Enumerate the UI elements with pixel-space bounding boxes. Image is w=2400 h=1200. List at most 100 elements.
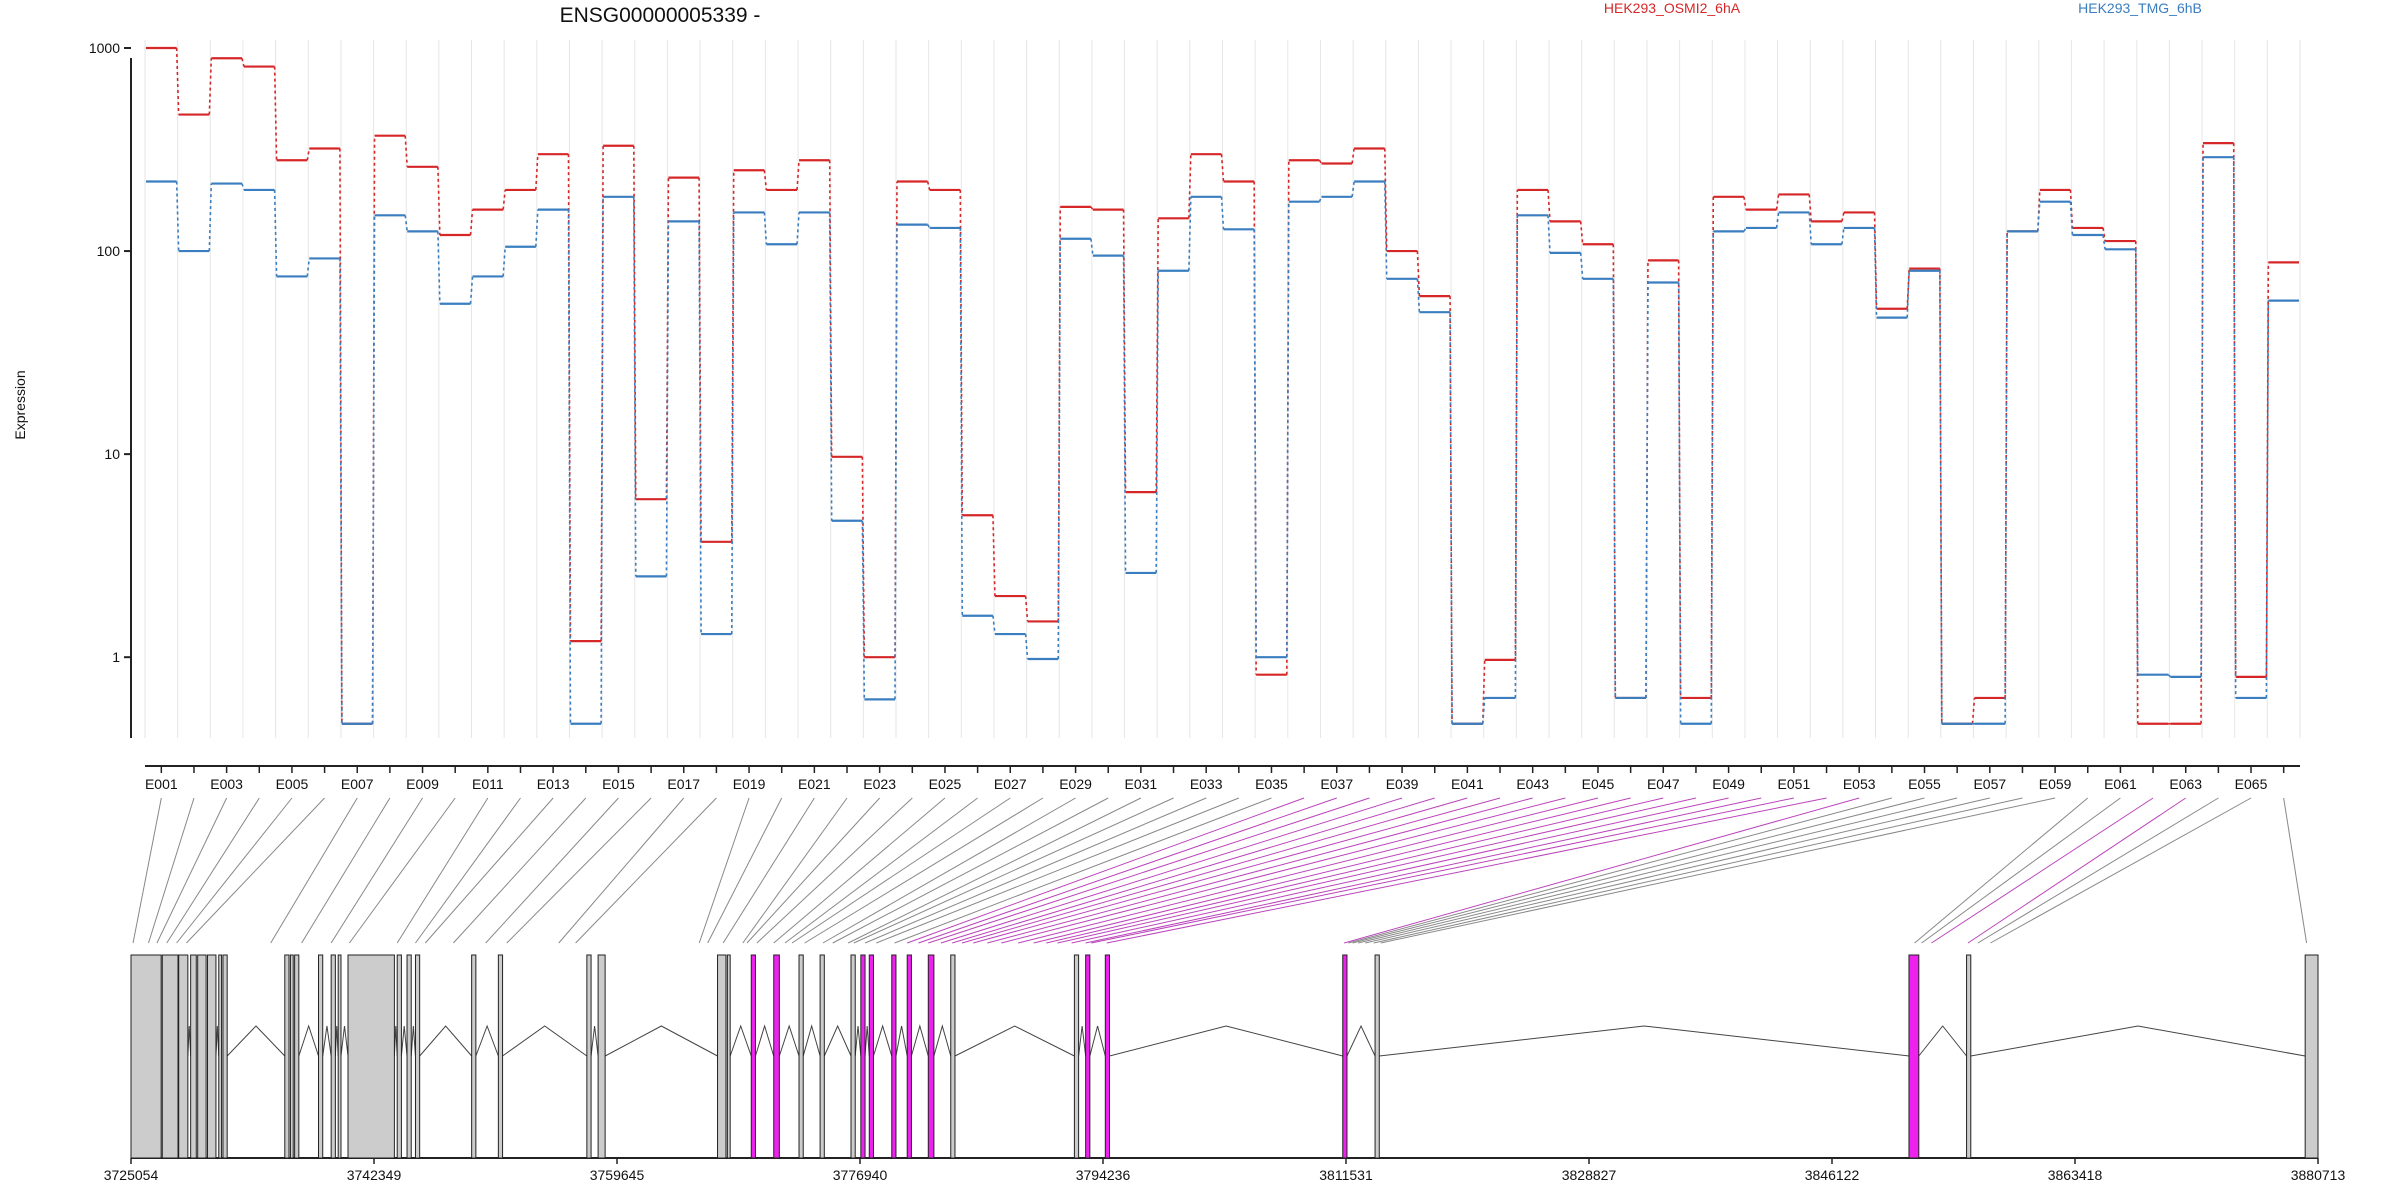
gene-model-exon — [178, 954, 189, 1159]
exon-connector — [1344, 797, 1860, 944]
intron — [1109, 1025, 1343, 1057]
y-tick-label: 10 — [104, 446, 120, 462]
genomic-tick-label: 3725054 — [104, 1167, 159, 1183]
series-step — [665, 221, 670, 577]
series-step — [1775, 194, 1780, 210]
x-tick-label: E043 — [1516, 776, 1549, 792]
exon-connector — [1091, 797, 1795, 944]
intron — [419, 1025, 473, 1057]
gene-model-exon — [868, 954, 874, 1159]
exon-connector — [1071, 797, 1729, 944]
gene-model-exon — [1908, 954, 1920, 1159]
series-step — [437, 231, 441, 304]
series-step — [796, 160, 800, 190]
intron — [604, 1025, 718, 1057]
series-step — [698, 221, 702, 635]
x-tick-label: E013 — [537, 776, 570, 792]
exon-connector — [742, 797, 848, 944]
exon-connector — [1001, 797, 1566, 944]
exon-connector — [804, 797, 1044, 944]
series-step — [1906, 270, 1910, 318]
exon-connector — [1018, 797, 1599, 944]
series-step — [1188, 154, 1192, 219]
gene-model-exon — [2304, 954, 2319, 1159]
series-step — [1612, 278, 1617, 698]
series-step — [2232, 157, 2237, 698]
x-tick-label: E027 — [994, 776, 1027, 792]
exon-connector — [1352, 797, 1925, 944]
intron — [410, 1025, 416, 1057]
series-step — [2167, 674, 2171, 678]
series-step — [1841, 212, 1845, 222]
exon-connector — [773, 797, 946, 944]
gene-model-exon — [218, 954, 223, 1159]
series-step — [1579, 221, 1584, 245]
series-step — [1318, 159, 1323, 164]
x-tick-label: E031 — [1125, 776, 1158, 792]
gene-model-exon — [497, 954, 504, 1159]
exon-gridlines — [144, 40, 2301, 738]
series-step — [1383, 181, 1388, 279]
series-step — [371, 215, 376, 724]
exon-connector — [156, 797, 228, 944]
y-axis-label: Expression — [12, 370, 28, 439]
series-step — [404, 215, 409, 232]
exon-connector — [1914, 797, 2089, 944]
gene-model-exon — [284, 954, 290, 1159]
series-step — [175, 47, 180, 115]
exon-connector — [1033, 797, 1631, 944]
series-step — [1416, 251, 1421, 297]
series-step — [926, 224, 931, 229]
intron — [873, 1024, 893, 1057]
expression-series — [146, 46, 2299, 725]
series-step — [1351, 148, 1355, 164]
exon-connector — [847, 797, 1142, 944]
x-tick-label: E041 — [1451, 776, 1484, 792]
gene-model-exon — [197, 954, 207, 1159]
gene-model-exon — [726, 954, 731, 1159]
x-tick-label: E063 — [2169, 776, 2202, 792]
intron — [298, 1024, 319, 1057]
chart-title: ENSG00000005339 - — [560, 4, 761, 27]
series-step — [273, 189, 278, 277]
series-step — [1743, 196, 1747, 210]
intron — [802, 1024, 821, 1057]
gene-model-exon — [318, 954, 324, 1159]
gene-model-exon — [717, 954, 727, 1159]
x-tick-label: E059 — [2039, 776, 2072, 792]
exon-connector — [349, 797, 456, 944]
y-tick-label: 1000 — [89, 40, 120, 56]
gene-model-exon — [406, 954, 412, 1159]
series-step — [796, 212, 800, 245]
intron — [340, 1025, 349, 1057]
exon-connector — [907, 797, 1305, 944]
genomic-tick-label: 3880713 — [2291, 1167, 2346, 1183]
exon-connector — [1046, 797, 1664, 944]
intron — [778, 1024, 800, 1057]
series-step — [2102, 234, 2106, 250]
gene-model-exon — [289, 954, 294, 1159]
series-step — [502, 246, 506, 277]
series-step — [1971, 697, 1976, 724]
y-axis-ticks: 1 10 100 1000 — [89, 40, 131, 665]
legend-entry-tmg: HEK293_TMG_6hB — [2078, 0, 2202, 16]
intron — [502, 1025, 588, 1057]
exon-connector — [1967, 797, 2186, 944]
series-step — [763, 212, 768, 245]
genomic-tick-label: 3863418 — [2048, 1167, 2103, 1183]
y-tick-label: 100 — [97, 243, 121, 259]
series-step — [404, 135, 409, 167]
gene-model-exon — [773, 954, 780, 1159]
x-tick-label: E009 — [406, 776, 439, 792]
gene-model-exon — [294, 954, 300, 1159]
x-tick-label: E021 — [798, 776, 831, 792]
gene-model-exon — [471, 954, 477, 1159]
series-step — [1351, 181, 1355, 197]
series-step — [1775, 212, 1780, 229]
series-step — [2265, 300, 2270, 698]
gene-model-exon — [1342, 954, 1348, 1159]
series-step — [730, 170, 735, 542]
x-tick-label: E065 — [2235, 776, 2268, 792]
intron — [1379, 1025, 1910, 1057]
gene-model-exon — [750, 954, 756, 1159]
